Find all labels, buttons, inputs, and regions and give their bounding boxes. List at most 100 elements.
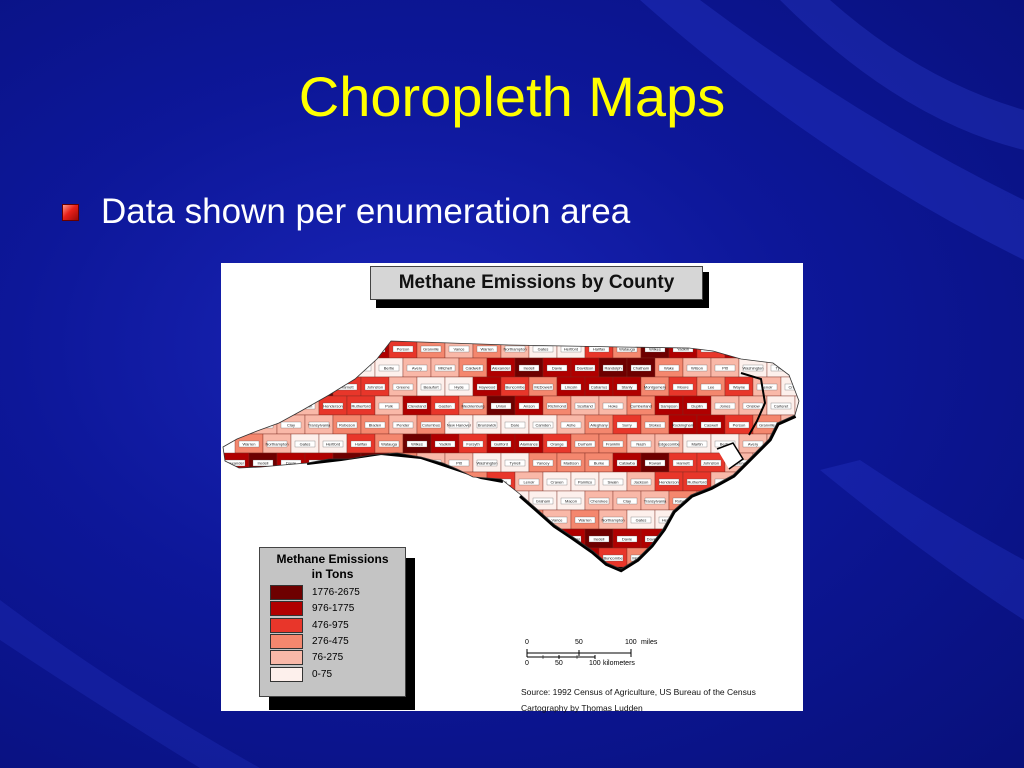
county-label-box [742,516,764,524]
county-label-box [434,516,456,524]
county-label-box [294,478,316,486]
county-label: Richmond [548,404,566,409]
county-label-box [546,554,568,562]
north-carolina-map: Ashe Alleghany Surry Stokes Rockingham Caswel… [222,340,803,573]
scale-miles-tick: 0 [525,639,529,646]
county-label-box [280,535,302,543]
county-label: Swain [608,480,619,485]
county-label-box [252,459,274,467]
county-label-box [798,478,799,486]
county-label: Greene [396,385,410,390]
county-label: Montgomery [742,556,764,561]
county-label: Nash [636,442,645,447]
county-label: Alleghany [254,347,272,352]
county-label: Hyde [454,385,464,390]
county-label: Hertford [564,347,578,352]
county-label: Davidson [577,366,594,371]
county-label: Edgecombe [392,537,414,542]
county-polygon [332,528,362,549]
county-label: Davie [286,461,297,466]
county-label: Yadkin [775,518,787,523]
county-polygon [444,528,474,549]
bullet-item: Data shown per enumeration area [62,190,630,234]
county-label: Ashe [566,423,576,428]
cartography-line: Cartography by Thomas Ludden [521,703,643,713]
county-label-box [462,364,484,372]
county-label-box [602,516,624,524]
county-label-box [728,535,750,543]
county-label-box [322,516,344,524]
county-label-box [490,554,512,562]
county-label: Transylvania [644,499,667,504]
county-label: Burke [258,385,269,390]
county-polygon [223,528,250,549]
county-label-box [770,516,792,524]
county-label-box [574,554,596,562]
county-label: Wake [734,537,745,542]
county-label: Stanly [719,556,730,561]
county-polygon [696,341,726,359]
county-polygon [444,490,474,511]
county-label: Wilkes [747,518,759,523]
county-label: Alleghany [590,423,608,428]
county-label-box [644,383,666,391]
county-polygon [223,341,250,359]
county-label: Alleghany [352,518,370,523]
county-label: Brunswick [478,423,496,428]
county-label-box [238,402,260,410]
county-polygon [780,490,799,511]
county-label: Washington [477,461,498,466]
county-label: Henderson [323,404,343,409]
county-label: Rowan [649,461,661,466]
county-label: Chatham [633,366,650,371]
county-polygon [248,376,278,397]
county-label-box [448,535,470,543]
county-polygon [388,528,418,549]
county-label: Carteret [508,499,523,504]
scale-km-tick: 50 [555,660,563,667]
county-label: Camden [535,423,550,428]
county-label-box [308,535,330,543]
county-label-box [406,402,428,410]
county-label-box [518,364,540,372]
county-label-box [602,364,624,372]
county-label: Watauga [619,347,636,352]
county-label-box [238,554,260,562]
county-label: Jones [454,499,465,504]
county-polygon [248,528,278,549]
county-label-box [266,402,288,410]
county-label: Anson [523,404,534,409]
county-label: Mitchell [508,537,522,542]
county-label: Iredell [594,537,605,542]
county-label-box [224,345,246,353]
county-label: Harnett [438,556,452,561]
county-label-box [770,402,792,410]
county-label: Rockingham [672,423,695,428]
county-label-box [700,421,722,429]
county-label-box [630,364,652,372]
county-label-box [504,535,526,543]
county-polygon [472,528,502,549]
county-label: Jones [720,404,731,409]
county-label: Stokes [649,423,661,428]
county-polygon [668,528,698,549]
county-label-box [532,383,554,391]
county-label: Pitt [456,461,463,466]
county-label-box [686,554,708,562]
county-label-box [420,535,442,543]
county-label-box [644,421,666,429]
county-label-box [280,421,302,429]
county-label-box [406,440,428,448]
legend-swatch [270,585,303,600]
county-label: Henderson [659,480,679,485]
county-label: Nash [300,366,309,371]
county-label-box [686,478,708,486]
county-label: Caldwell [801,442,803,447]
county-label-box [504,421,526,429]
county-label: Moore [439,480,451,485]
county-label-box [560,421,582,429]
county-label-box [546,364,568,372]
county-label: Surry [286,347,296,352]
county-polygon [234,395,264,416]
county-label: Wake [398,461,409,466]
